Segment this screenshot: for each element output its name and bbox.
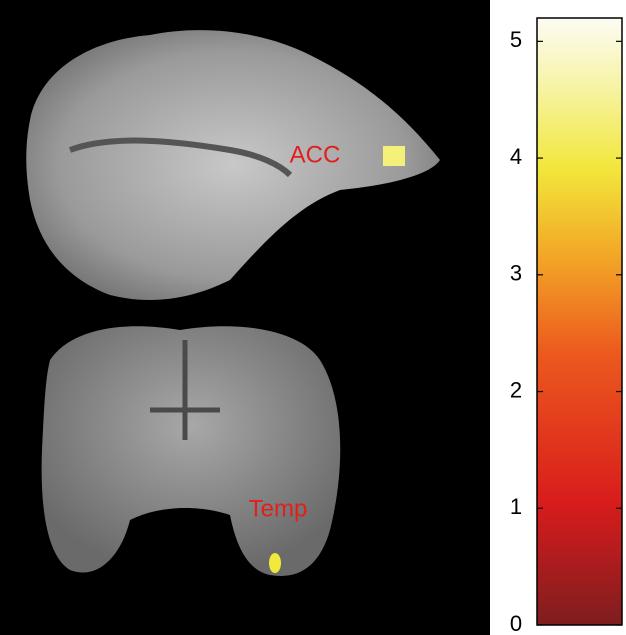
colorbar-gradient xyxy=(537,18,622,625)
tick-label: 5 xyxy=(510,27,522,52)
tick-label: 1 xyxy=(510,494,522,519)
tick-label: 3 xyxy=(510,261,522,286)
region-label: Temp xyxy=(249,495,308,522)
region-label: ACC xyxy=(290,141,341,168)
tick-label: 4 xyxy=(510,144,522,169)
activation-temp xyxy=(269,553,281,573)
activation-acc xyxy=(383,146,405,166)
figure: ACC Temp 0 1 2 3 4 5 xyxy=(0,0,626,635)
tick-label: 0 xyxy=(510,611,522,635)
tick-label: 2 xyxy=(510,377,522,402)
